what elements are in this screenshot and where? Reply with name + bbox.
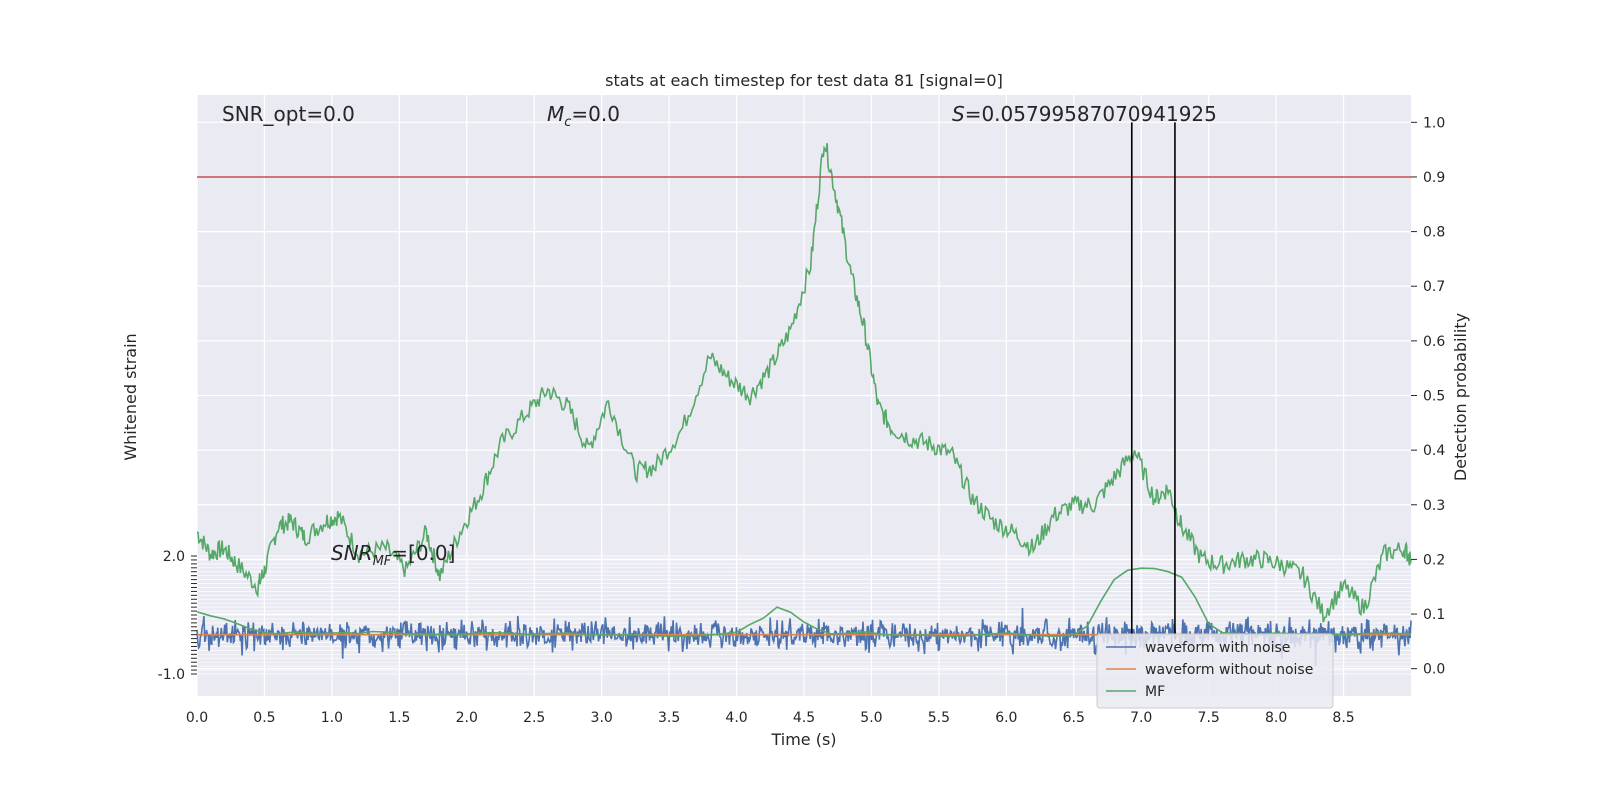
right-tick-label: 0.6 — [1423, 334, 1445, 350]
legend-label-clean: waveform without noise — [1145, 662, 1313, 678]
x-tick-label: 0.0 — [186, 710, 208, 726]
legend-label-mf: MF — [1145, 684, 1165, 700]
series-line-mf — [196, 567, 1412, 638]
x-tick-label: 6.5 — [1063, 710, 1085, 726]
x-tick-label: 8.0 — [1265, 710, 1287, 726]
annotation-snr-mf-sub: MF — [373, 554, 392, 569]
annotation-s-value: =0.05799587070941925 — [965, 102, 1217, 126]
annotation-snr-mf: SNRMF=[0.0] — [331, 541, 455, 569]
vertical-markers — [1130, 122, 1176, 640]
x-tick-label: 5.0 — [860, 710, 882, 726]
x-axis-label: Time (s) — [770, 730, 836, 749]
x-tick-label: 6.0 — [995, 710, 1017, 726]
x-tick-label: 4.0 — [725, 710, 747, 726]
right-tick-label: 0.5 — [1423, 389, 1445, 405]
right-tick-label: 0.8 — [1423, 225, 1445, 241]
right-axis-ticks: 0.0 0.1 0.2 0.3 0.4 0.5 0.6 0.7 0.8 0.9 1.0 — [1411, 115, 1445, 678]
x-tick-label: 1.5 — [388, 710, 410, 726]
legend-label-noise: waveform with noise — [1145, 640, 1290, 656]
x-tick-label: 7.0 — [1130, 710, 1152, 726]
x-tick-label: 8.5 — [1332, 710, 1354, 726]
left-axis-ticks: -1.0 2.0 — [158, 549, 197, 683]
series-line-detection-probability — [196, 143, 1412, 623]
x-tick-label: 5.5 — [928, 710, 950, 726]
annotation-snr-opt: SNR_opt=0.0 — [222, 102, 355, 126]
x-tick-label: 1.0 — [321, 710, 343, 726]
right-tick-label: 1.0 — [1423, 115, 1445, 131]
x-axis-ticks: 0.0 0.5 1.0 1.5 2.0 2.5 3.0 3.5 4.0 4.5 5.0 5.5 6.0 6… — [186, 710, 1355, 726]
x-tick-label: 3.5 — [658, 710, 680, 726]
legend-box — [1096, 633, 1334, 709]
annotation-s: S=0.05799587070941925 — [952, 102, 1217, 126]
annotation-mc: Mc=0.0 — [547, 102, 620, 130]
left-tick-label: 2.0 — [163, 549, 185, 565]
right-tick-label: 0.0 — [1423, 662, 1445, 678]
x-tick-label: 7.5 — [1198, 710, 1220, 726]
chart-title: stats at each timestep for test data 81 … — [605, 71, 1003, 90]
series-line-waveform-with-noise — [196, 607, 1412, 667]
right-tick-label: 0.3 — [1423, 498, 1445, 514]
x-tick-label: 0.5 — [253, 710, 275, 726]
x-tick-label: 2.0 — [456, 710, 478, 726]
annotation-mc-value: =0.0 — [571, 102, 620, 126]
right-tick-label: 0.7 — [1423, 279, 1445, 295]
series-waveform-with-noise — [196, 607, 1412, 667]
grid-lines — [196, 95, 1411, 696]
right-tick-label: 0.1 — [1423, 607, 1445, 623]
annotation-s-symbol: S — [952, 102, 965, 126]
left-tick-label: -1.0 — [158, 667, 185, 683]
annotation-mc-sub: c — [564, 115, 571, 130]
x-tick-label: 3.0 — [591, 710, 613, 726]
annotation-snr-mf-symbol: SNR — [331, 541, 373, 565]
left-axis-label: Whitened strain — [121, 333, 140, 460]
right-axis-label: Detection probability — [1451, 313, 1470, 481]
x-tick-label: 4.5 — [793, 710, 815, 726]
x-tick-label: 2.5 — [523, 710, 545, 726]
annotation-mc-symbol: M — [547, 102, 564, 126]
right-tick-label: 0.2 — [1423, 552, 1445, 568]
annotation-snr-mf-value: =[0.0] — [391, 541, 455, 565]
right-tick-label: 0.9 — [1423, 170, 1445, 186]
right-tick-label: 0.4 — [1423, 443, 1445, 459]
legend: waveform with noise waveform without noi… — [1096, 633, 1334, 709]
